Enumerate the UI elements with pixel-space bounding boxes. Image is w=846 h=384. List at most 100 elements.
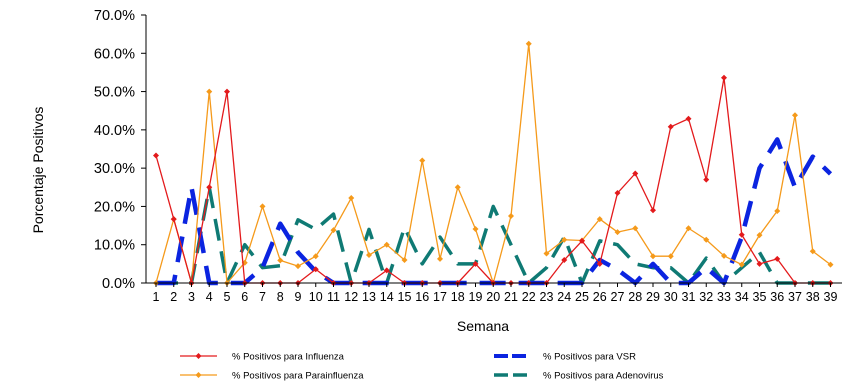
data-point-parainfluenza — [472, 226, 479, 233]
data-point-parainfluenza — [401, 257, 408, 264]
y-tick-layer: 0.0% 10.0% 20.0% 30.0% 40.0% 50.0% 60.0% 70.0% — [94, 8, 146, 292]
x-tick-label: 14 — [380, 290, 394, 304]
y-tick-label: 60.0% — [94, 46, 135, 62]
data-point-parainfluenza — [508, 213, 514, 219]
data-point-parainfluenza — [454, 184, 461, 191]
x-tick-label: 23 — [540, 290, 554, 304]
x-tick-label: 2 — [170, 290, 177, 304]
legend-label-adenovirus: % Positivos para Adenovirus — [543, 371, 664, 382]
data-point-influenza — [312, 266, 319, 273]
y-tick-label: 50.0% — [94, 85, 135, 101]
x-tick-label: 17 — [433, 290, 447, 304]
series-line-adenovirus — [156, 185, 831, 285]
x-tick-label: 26 — [593, 290, 607, 304]
x-tick-label: 37 — [788, 290, 802, 304]
data-point-parainfluenza — [667, 253, 674, 260]
data-point-influenza — [632, 170, 639, 177]
data-point-parainfluenza — [312, 253, 319, 260]
y-tick-label: 30.0% — [94, 161, 135, 177]
data-point-influenza — [703, 176, 710, 183]
legend-item-adenovirus: % Positivos para Adenovirus — [494, 371, 664, 382]
data-point-parainfluenza — [738, 261, 745, 268]
data-point-parainfluenza — [419, 157, 426, 164]
x-tick-label: 16 — [415, 290, 429, 304]
data-point-parainfluenza — [366, 252, 372, 259]
x-tick-label: 6 — [241, 290, 248, 304]
data-point-influenza — [756, 260, 763, 267]
x-tick-label: 19 — [469, 290, 483, 304]
data-point-parainfluenza — [792, 112, 798, 119]
x-tick-label: 28 — [628, 290, 642, 304]
data-point-parainfluenza — [330, 227, 337, 234]
y-tick-label: 20.0% — [94, 199, 135, 215]
data-point-parainfluenza — [685, 225, 692, 232]
data-point-influenza — [579, 237, 585, 244]
data-point-parainfluenza — [632, 225, 639, 232]
x-tick-label: 25 — [575, 290, 589, 304]
data-point-parainfluenza — [703, 236, 710, 243]
x-tick-label: 9 — [295, 290, 302, 304]
data-point-parainfluenza — [809, 248, 816, 255]
data-point-parainfluenza — [596, 216, 603, 223]
data-point-influenza — [667, 123, 674, 130]
x-tick-label: 15 — [398, 290, 412, 304]
data-point-influenza — [738, 231, 745, 238]
x-tick-label: 18 — [451, 290, 465, 304]
data-point-parainfluenza — [543, 250, 550, 257]
x-tick-label: 39 — [824, 290, 838, 304]
data-point-influenza — [153, 152, 159, 159]
y-tick-label: 40.0% — [94, 123, 135, 139]
legend-label-vsr: % Positivos para VSR — [543, 352, 636, 363]
x-tick-label: 38 — [806, 290, 820, 304]
x-tick-label: 4 — [206, 290, 213, 304]
x-tick-label: 32 — [699, 290, 713, 304]
x-tick-label: 35 — [753, 290, 767, 304]
data-point-parainfluenza — [525, 40, 532, 47]
legend: % Positivos para Influenza % Positivos p… — [180, 352, 664, 382]
data-point-influenza — [650, 207, 656, 214]
data-point-parainfluenza — [721, 252, 727, 259]
legend-item-vsr: % Positivos para VSR — [494, 352, 636, 363]
data-point-parainfluenza — [259, 203, 266, 210]
x-tick-label: 12 — [344, 290, 358, 304]
x-tick-label: 11 — [327, 290, 340, 304]
x-tick-label: 10 — [309, 290, 323, 304]
data-point-influenza — [561, 257, 568, 264]
legend-label-parainfluenza: % Positivos para Parainfluenza — [232, 371, 364, 382]
data-point-influenza — [614, 190, 621, 197]
data-point-parainfluenza — [277, 257, 284, 264]
x-tick-layer: 1 2 3 4 5 6 7 8 9 10 11 12 13 14 15 16 17 18 19 20 21 22 23 24 2… — [153, 283, 838, 304]
x-tick-label: 27 — [611, 290, 625, 304]
data-point-influenza — [224, 88, 230, 95]
x-tick-label: 30 — [664, 290, 678, 304]
data-point-influenza — [596, 260, 603, 267]
x-tick-label: 36 — [770, 290, 784, 304]
x-tick-label: 21 — [504, 290, 518, 304]
x-tick-label: 34 — [735, 290, 749, 304]
data-point-influenza — [685, 115, 692, 122]
y-tick-label: 0.0% — [102, 276, 135, 292]
data-point-parainfluenza — [756, 232, 763, 239]
data-point-parainfluenza — [348, 195, 355, 202]
legend-marker-parainfluenza — [195, 372, 202, 378]
data-point-influenza — [774, 255, 781, 262]
x-tick-label: 3 — [188, 290, 195, 304]
data-point-parainfluenza — [437, 255, 443, 262]
series-line-influenza — [155, 77, 831, 284]
y-tick-label: 70.0% — [94, 8, 135, 24]
legend-item-parainfluenza: % Positivos para Parainfluenza — [180, 371, 364, 382]
plot-series-layer — [153, 40, 834, 286]
data-point-influenza — [721, 74, 727, 81]
data-point-parainfluenza — [650, 253, 656, 260]
x-tick-label: 8 — [277, 290, 284, 304]
data-point-parainfluenza — [206, 88, 213, 95]
x-tick-label: 22 — [522, 290, 536, 304]
data-point-influenza — [170, 216, 177, 223]
data-point-parainfluenza — [827, 261, 834, 268]
series-line-parainfluenza — [155, 43, 831, 284]
x-tick-label: 20 — [486, 290, 500, 304]
data-point-influenza — [472, 260, 479, 267]
x-tick-label: 5 — [224, 290, 231, 304]
y-tick-label: 10.0% — [94, 238, 135, 254]
